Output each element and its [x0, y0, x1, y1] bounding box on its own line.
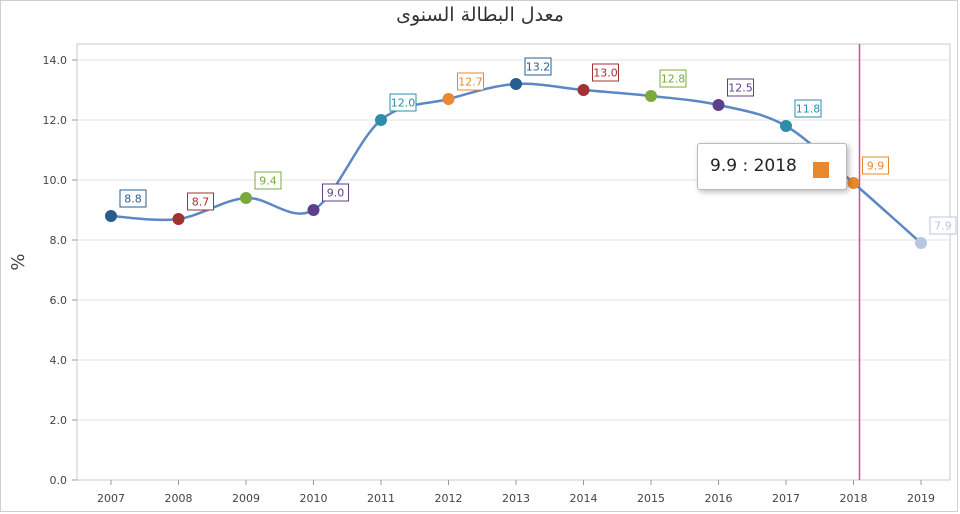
x-tick-label: 2017 [772, 492, 800, 505]
data-point[interactable] [712, 99, 725, 111]
data-label-box [322, 183, 349, 202]
data-label-box [457, 72, 484, 91]
data-label: 12.5 [728, 82, 753, 95]
data-points [105, 78, 927, 249]
data-label-box [929, 216, 957, 235]
data-point[interactable] [375, 114, 387, 126]
x-tick-label: 2015 [637, 492, 665, 505]
gridlines [77, 59, 950, 421]
data-label-box [794, 99, 822, 118]
data-label: 8.7 [192, 196, 210, 209]
data-point[interactable] [307, 204, 320, 216]
data-label: 13.0 [593, 67, 618, 80]
data-label: 9.9 [867, 160, 885, 173]
data-point[interactable] [780, 120, 792, 132]
data-label: 9.0 [327, 187, 345, 200]
y-tick-label: 0.0 [50, 474, 68, 487]
data-label-box [254, 171, 282, 190]
x-tick-label: 2008 [165, 492, 193, 505]
x-tick-label: 2014 [570, 492, 598, 505]
data-point[interactable] [915, 237, 927, 249]
data-label: 7.9 [934, 220, 952, 233]
x-tick-label: 2019 [907, 492, 935, 505]
data-label-box [727, 78, 754, 97]
y-tick-label: 6.0 [50, 294, 68, 307]
data-label-box [187, 192, 214, 211]
data-label: 9.4 [259, 175, 277, 188]
x-tick-label: 2013 [502, 492, 530, 505]
y-axis-label: % [8, 253, 29, 270]
x-tick-label: 2012 [435, 492, 463, 505]
data-label: 12.0 [391, 97, 416, 110]
data-point[interactable] [240, 192, 252, 204]
y-tick-label: 12.0 [43, 114, 68, 127]
data-label-box [524, 57, 552, 76]
data-labels: 8.8 8.7 9.4 9.0 12.0 12.7 13.2 13.0 12.8 12.5 11.8… [119, 57, 957, 235]
data-label-box [389, 93, 417, 112]
data-label: 13.2 [526, 61, 551, 74]
data-point[interactable] [577, 84, 590, 96]
data-label: 8.8 [124, 193, 142, 206]
tooltip-swatch [813, 162, 829, 178]
data-label-box [862, 156, 889, 175]
y-axis: 0.0 2.0 4.0 6.0 8.0 10.0 12.0 14.0 [43, 54, 77, 487]
y-tick-label: 10.0 [43, 174, 68, 187]
data-point[interactable] [105, 210, 117, 222]
chart-title: معدل البطالة السنوى [396, 4, 564, 26]
data-label-box [592, 63, 619, 82]
x-axis: 2007 2008 2009 2010 2011 2012 2013 2014 2015 2016… [97, 480, 935, 505]
data-point[interactable] [172, 213, 185, 225]
y-tick-label: 4.0 [50, 354, 68, 367]
x-tick-label: 2007 [97, 492, 125, 505]
tooltip: 9.9 : 2018 [697, 143, 847, 190]
x-tick-label: 2011 [367, 492, 395, 505]
x-tick-label: 2009 [232, 492, 260, 505]
data-label: 12.8 [661, 73, 686, 86]
tooltip-text: 9.9 : 2018 [710, 156, 797, 176]
y-tick-label: 8.0 [50, 234, 68, 247]
y-tick-label: 2.0 [50, 414, 68, 427]
data-point[interactable] [645, 90, 657, 102]
data-label: 11.8 [796, 103, 821, 116]
x-tick-label: 2010 [300, 492, 328, 505]
data-label-box [659, 69, 687, 88]
data-point[interactable] [510, 78, 522, 90]
data-label-box [119, 189, 147, 208]
data-point[interactable] [442, 93, 455, 105]
x-tick-label: 2018 [840, 492, 868, 505]
data-label: 12.7 [458, 76, 483, 89]
data-point[interactable] [847, 177, 860, 189]
x-tick-label: 2016 [705, 492, 733, 505]
y-tick-label: 14.0 [43, 54, 68, 67]
